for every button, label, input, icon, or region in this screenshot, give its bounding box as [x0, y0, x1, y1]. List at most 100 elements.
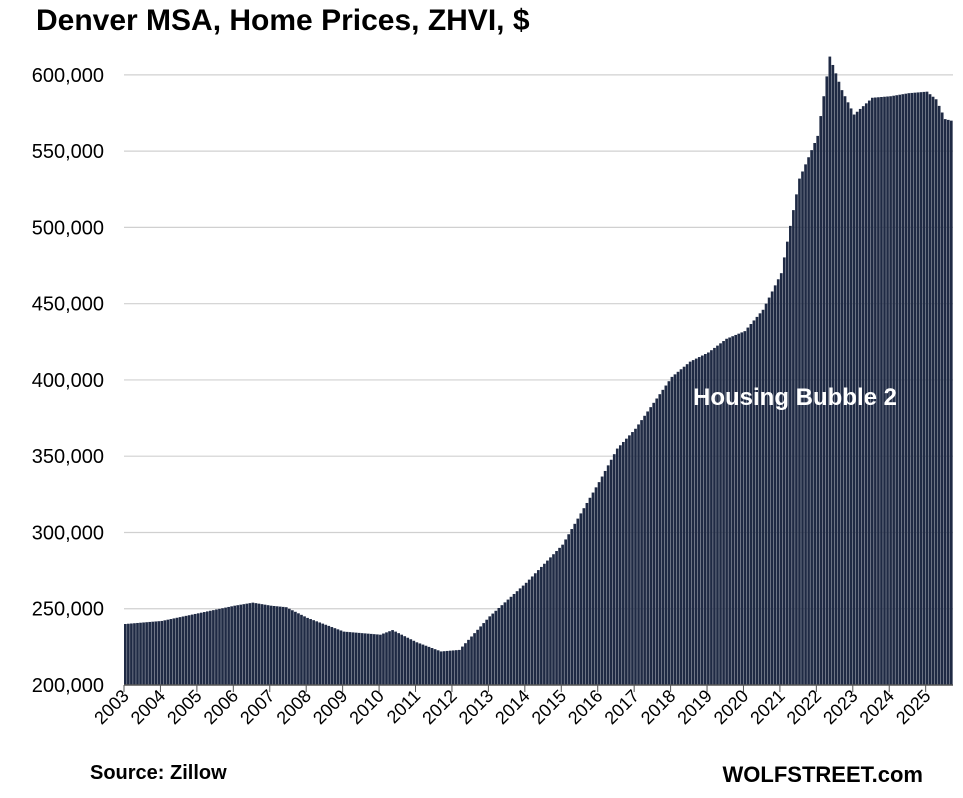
bar: [421, 644, 425, 685]
bar: [552, 554, 555, 685]
bar: [239, 604, 243, 685]
bar: [133, 623, 136, 685]
bar: [861, 106, 865, 685]
bar: [409, 639, 413, 685]
bar: [418, 643, 422, 685]
bar: [694, 358, 698, 685]
bar: [379, 634, 382, 685]
bar: [467, 639, 470, 685]
bar: [728, 337, 731, 685]
bar: [898, 94, 902, 685]
bar: [913, 92, 917, 686]
bar: [931, 96, 935, 686]
x-tick-label: 2022: [783, 686, 825, 728]
bar: [266, 605, 270, 685]
bar: [688, 361, 692, 685]
bar: [284, 607, 288, 685]
bar: [330, 627, 334, 685]
x-tick-label: 2015: [528, 686, 570, 728]
bar: [710, 350, 713, 685]
bar: [843, 96, 847, 686]
bar: [874, 97, 877, 685]
bar: [464, 643, 467, 685]
bar: [424, 645, 428, 685]
bar: [567, 534, 571, 685]
bar: [615, 448, 619, 685]
bar: [822, 96, 826, 686]
bar: [533, 573, 537, 685]
bar: [785, 241, 789, 685]
bar: [540, 566, 543, 685]
bar: [743, 331, 747, 685]
bar: [160, 620, 164, 685]
bar: [488, 616, 492, 685]
bar: [278, 606, 282, 685]
bar: [749, 324, 753, 685]
bar: [682, 366, 686, 685]
x-tick-label: 2011: [383, 686, 425, 728]
bar: [369, 633, 373, 685]
bar: [901, 94, 905, 685]
bar: [949, 120, 953, 685]
bar: [442, 651, 446, 685]
x-tick-label: 2020: [710, 686, 752, 728]
bar: [479, 626, 482, 685]
bar: [354, 632, 358, 685]
bar: [828, 56, 832, 685]
bar: [385, 632, 388, 685]
bar: [779, 273, 783, 685]
bar: [700, 355, 704, 685]
bar: [178, 617, 182, 685]
bar: [515, 591, 519, 685]
bar: [193, 613, 197, 685]
bar: [625, 438, 628, 685]
bar: [403, 636, 407, 685]
bar: [919, 92, 923, 686]
bar: [546, 560, 549, 685]
x-tick-label: 2013: [455, 686, 497, 728]
bar: [776, 279, 780, 685]
bar: [767, 297, 771, 685]
bar: [713, 347, 716, 685]
bar: [825, 76, 829, 685]
bar: [297, 613, 300, 685]
bar: [303, 616, 306, 685]
bar: [124, 623, 127, 685]
bar: [579, 513, 583, 685]
bar: [373, 634, 376, 685]
bar: [236, 605, 240, 685]
bar: [937, 105, 941, 685]
bar: [397, 633, 400, 685]
bar: [473, 633, 476, 685]
bar: [521, 585, 525, 685]
x-tick-label: 2007: [236, 686, 278, 728]
y-axis: 200,000 250,000 300,000 350,000 400,000 450,0…: [32, 65, 104, 697]
bar: [454, 650, 458, 685]
bar: [175, 617, 179, 685]
x-tick-label: 2024: [856, 686, 898, 728]
bar: [360, 633, 364, 685]
bar: [640, 420, 643, 685]
bar: [512, 593, 516, 685]
bar: [670, 376, 674, 685]
bar: [376, 634, 379, 685]
bar: [649, 407, 653, 685]
bar: [157, 621, 161, 685]
bar: [676, 371, 680, 685]
bar: [127, 623, 130, 685]
bar: [880, 97, 883, 685]
bar: [248, 603, 252, 685]
bar: [209, 610, 212, 685]
bar: [363, 633, 367, 685]
bar: [631, 432, 634, 685]
bar: [622, 441, 625, 685]
bar: [846, 102, 850, 685]
bar: [485, 619, 489, 685]
x-tick-label: 2005: [163, 686, 205, 728]
bar: [934, 99, 938, 685]
bar: [561, 544, 564, 685]
x-tick-label: 2016: [564, 686, 606, 728]
bar: [309, 619, 312, 685]
bar: [476, 629, 479, 685]
bar: [597, 482, 601, 685]
